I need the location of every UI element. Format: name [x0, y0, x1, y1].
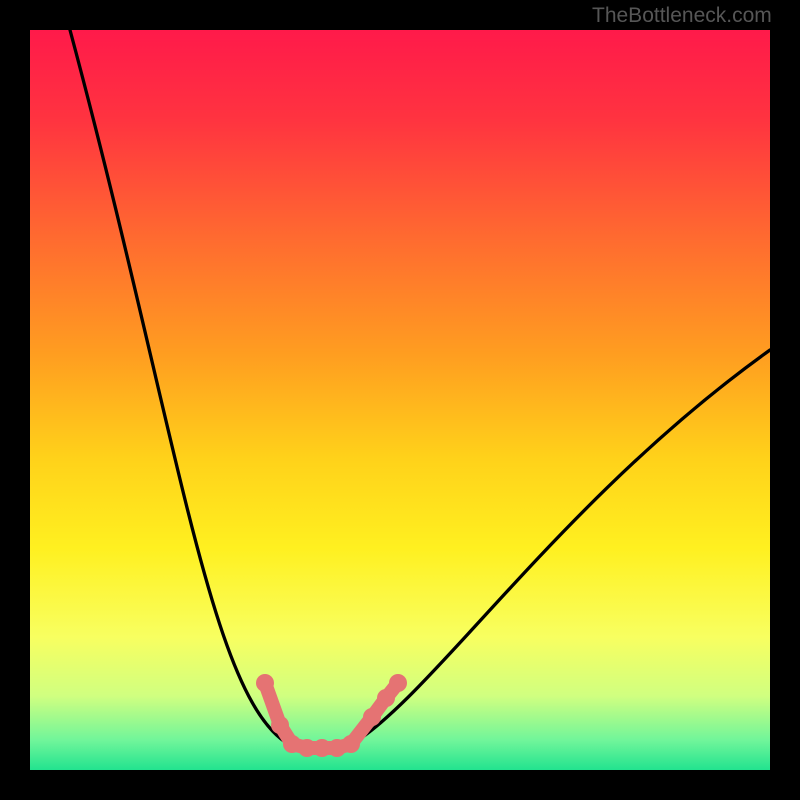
marker-dot [363, 708, 381, 726]
chart-background [30, 30, 770, 770]
watermark-text: TheBottleneck.com [592, 4, 772, 28]
marker-dot [271, 716, 289, 734]
chart-canvas [0, 0, 800, 800]
marker-dot [342, 735, 360, 753]
marker-dot [389, 674, 407, 692]
marker-dot [256, 674, 274, 692]
marker-dot [377, 689, 395, 707]
